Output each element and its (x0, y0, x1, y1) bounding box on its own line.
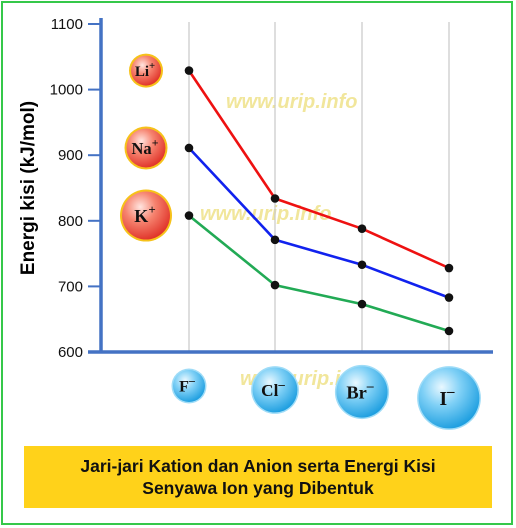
data-point-k-br (357, 299, 367, 309)
anion-ball-f (173, 370, 205, 402)
series-line-k (188, 214, 450, 333)
anion-ball-br (336, 366, 388, 418)
axes: 600 700 800 900 1000 1100 Energi kisi (kJ/mol) (18, 16, 493, 361)
caption-box: Jari-jari Kation dan Anion serta Energi … (24, 446, 492, 508)
anion-ball-i (418, 367, 480, 429)
anion-charge-i: – (446, 384, 455, 400)
caption-line-1: Jari-jari Kation dan Anion serta Energi … (80, 456, 436, 476)
caption-line-2: Senyawa Ion yang Dibentuk (142, 478, 374, 498)
data-point-k-i (444, 326, 454, 336)
data-point-na-br (357, 260, 367, 270)
y-tick-label-600: 600 (58, 344, 83, 361)
y-tick-label-800: 800 (58, 213, 83, 230)
series-line-li (187, 69, 450, 270)
y-tick-label-700: 700 (58, 278, 83, 295)
grid-lines (188, 22, 450, 352)
y-tick-label-900: 900 (58, 147, 83, 164)
watermark-text: www.urip.info (200, 203, 331, 225)
cation-charge-li: + (149, 60, 155, 72)
anion-charge-f: – (188, 373, 196, 387)
lattice-energy-chart: www.urip.infowww.urip.infowww.urip.info … (18, 16, 493, 430)
cation-ball-k (122, 191, 170, 240)
cation-charge-na: + (152, 135, 159, 149)
anion-charge-br: – (366, 378, 374, 393)
y-tick-label-1100: 1100 (51, 16, 83, 33)
anion-category-balls: F–Cl– Br–I– (171, 364, 481, 430)
watermark-text: www.urip.info (226, 91, 357, 113)
cation-legend: Li+Na+K+ (120, 53, 172, 242)
anion-ball-cl (252, 367, 298, 413)
y-tick-label-1000: 1000 (50, 82, 83, 99)
data-point-li-f (184, 66, 194, 75)
cation-ball-na (126, 128, 166, 168)
data-point-k-cl (270, 280, 280, 290)
data-point-na-i (444, 293, 454, 302)
data-point-li-br (357, 224, 367, 233)
anion-charge-cl: – (277, 377, 285, 391)
cation-ball-li (131, 55, 161, 86)
data-point-na-cl (270, 235, 280, 245)
data-point-li-i (444, 263, 454, 273)
data-point-li-cl (270, 194, 280, 203)
data-point-na-f (184, 143, 194, 153)
y-axis-label: Energi kisi (kJ/mol) (18, 101, 39, 275)
cation-charge-k: + (148, 202, 155, 217)
series-lines (184, 66, 454, 336)
series-line-na (188, 147, 450, 299)
data-point-k-f (184, 211, 194, 220)
